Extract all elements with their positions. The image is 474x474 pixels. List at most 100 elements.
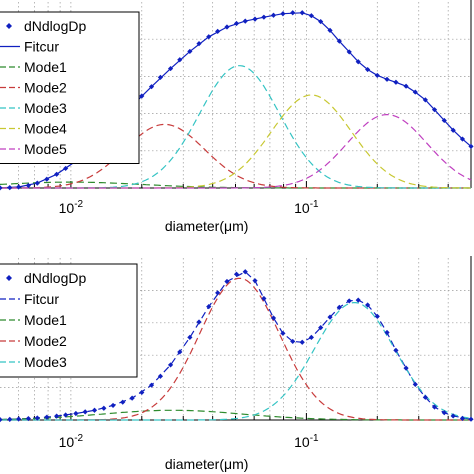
panel1-data-point bbox=[299, 10, 305, 16]
panel1-data-point bbox=[468, 143, 474, 149]
panel2-legend-label: Mode2 bbox=[24, 333, 67, 349]
panel1-data-point bbox=[196, 41, 202, 47]
panel2-data-point bbox=[412, 381, 418, 387]
panel1-data-point bbox=[384, 76, 390, 82]
panel2-tick-label: 10-2 bbox=[59, 433, 84, 450]
panel1-data-point bbox=[148, 84, 155, 90]
panel2-data-point bbox=[233, 271, 240, 277]
panel2-data-point bbox=[101, 405, 107, 411]
panel2-data-point bbox=[336, 304, 342, 311]
panel1-data-point bbox=[336, 38, 342, 44]
panel2-data-point bbox=[299, 339, 305, 345]
panel1-data-point bbox=[7, 185, 13, 191]
panel2-data-point bbox=[403, 365, 409, 371]
panel1-data-point bbox=[242, 18, 248, 24]
panel1-data-point bbox=[365, 66, 371, 73]
panel1-data-point bbox=[412, 89, 418, 95]
panel1-data-point bbox=[403, 83, 409, 89]
panel2-data-point bbox=[196, 319, 202, 325]
panel2-data-point bbox=[82, 409, 88, 415]
panel2-data-point bbox=[110, 402, 116, 409]
panel2-data-point bbox=[384, 329, 390, 336]
panel2-data-point bbox=[431, 404, 438, 410]
panel1-data-point bbox=[16, 184, 22, 190]
panel1-legend-label: Mode5 bbox=[24, 141, 67, 157]
panel2-data-point bbox=[224, 278, 230, 285]
panel2-legend-item-dndlogdp: dNdlogDp bbox=[6, 270, 86, 286]
panel1-data-point bbox=[63, 165, 69, 172]
panel1-x-label: diameter(μm) bbox=[165, 218, 249, 234]
panel2-legend-item-fitcur: Fitcur bbox=[0, 291, 59, 307]
panel1-data-point bbox=[215, 28, 221, 34]
panel1-data-point bbox=[308, 13, 314, 19]
panel1-data-point bbox=[450, 127, 456, 133]
panel2-data-point bbox=[365, 302, 371, 308]
panel2-data-point bbox=[129, 395, 135, 401]
panel2-data-point bbox=[459, 415, 466, 421]
panel2-tick-label: 10-1 bbox=[294, 433, 319, 450]
panel1-legend-item-dndlogdp: dNdlogDp bbox=[6, 18, 86, 34]
panel2-data-point bbox=[91, 407, 98, 413]
panel1-data-point bbox=[422, 97, 428, 103]
panel1-legend-item-fitcur: Fitcur bbox=[0, 39, 59, 55]
panel1-data-point bbox=[280, 11, 286, 17]
panel1-data-point bbox=[233, 20, 240, 27]
panel1-data-point bbox=[139, 93, 145, 99]
panel1-legend-item-mode3: Mode3 bbox=[0, 100, 67, 116]
panel1-data-point bbox=[34, 180, 40, 186]
panel2-series-mode1 bbox=[0, 409, 471, 421]
panel1-data-point bbox=[290, 10, 296, 16]
panel1-series-mode5 bbox=[0, 114, 472, 189]
panel2-data-point bbox=[468, 416, 474, 422]
panel2-data-point bbox=[290, 338, 296, 345]
panel2-data-point bbox=[34, 415, 40, 421]
panel2-data-point bbox=[355, 297, 361, 303]
panel1-data-point bbox=[187, 48, 193, 55]
panel2-series-mode3 bbox=[0, 302, 472, 421]
panel1-tick-label: 10-1 bbox=[294, 199, 319, 216]
panel2-data-point bbox=[120, 399, 126, 405]
panel2-data-point bbox=[346, 298, 352, 304]
panel1-legend-label: Mode2 bbox=[24, 80, 67, 96]
panel1-legend-label: Mode3 bbox=[24, 100, 67, 116]
panel2-data-point bbox=[44, 414, 50, 420]
panel2-data-point bbox=[374, 313, 380, 319]
panel1-data-point bbox=[177, 57, 183, 63]
panel2-data-point bbox=[73, 410, 79, 417]
panel1-data-point bbox=[157, 74, 164, 80]
panel2-data-point bbox=[242, 269, 248, 275]
panel2-data-point bbox=[148, 382, 155, 388]
panel2-data-point bbox=[318, 325, 324, 331]
panel1-data-point bbox=[224, 24, 230, 30]
panel2-data-point bbox=[0, 416, 3, 423]
panel1-data-point bbox=[441, 117, 447, 124]
panel2-legend-label: dNdlogDp bbox=[24, 270, 86, 286]
panel2-data-point bbox=[167, 362, 174, 368]
panel1-data-point bbox=[0, 185, 3, 191]
panel2-data-point bbox=[327, 314, 333, 320]
panel2-data-point bbox=[54, 413, 60, 419]
panel2-data-point bbox=[16, 416, 22, 422]
panel2-data-point bbox=[393, 347, 399, 353]
panel2-legend: dNdlogDp Fitcur Mode1 Mode2 Mode3 bbox=[0, 263, 138, 378]
panel2-legend-item-mode1: Mode1 bbox=[0, 312, 67, 328]
panel2-data-point bbox=[450, 413, 456, 419]
panel2-data-point bbox=[25, 415, 31, 422]
panel2-data-point bbox=[308, 334, 314, 340]
panel1-data-point bbox=[270, 12, 277, 18]
panel1-tick-label: 10-2 bbox=[59, 199, 84, 216]
panel1-legend-box bbox=[0, 11, 140, 164]
panel1-legend: dNdlogDp Fitcur Mode1 Mode2 Mode3 Mode4 Mode5 bbox=[0, 11, 140, 164]
panel2-data-point bbox=[206, 304, 212, 310]
panel2-data-point bbox=[215, 290, 221, 296]
panel1-legend-label: Mode1 bbox=[24, 59, 67, 75]
panel1-legend-item-mode1: Mode1 bbox=[0, 59, 67, 75]
panel1-data-point bbox=[252, 16, 258, 22]
panel1-data-point bbox=[44, 176, 50, 182]
panel2-data-point bbox=[157, 373, 164, 379]
panel2-data-point bbox=[187, 334, 193, 340]
panel2-legend-label: Mode3 bbox=[24, 354, 67, 370]
panel1-data-point bbox=[346, 49, 352, 55]
panel1: 10-2 10-1 diameter(μm) dNdlogDp Fitcur Mode1 M… bbox=[0, 0, 474, 234]
